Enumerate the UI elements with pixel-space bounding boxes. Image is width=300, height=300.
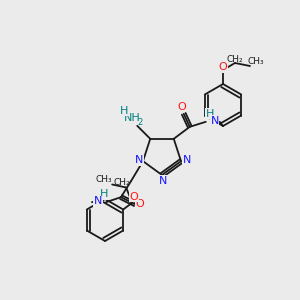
Text: CH₂: CH₂	[227, 55, 243, 64]
Text: N: N	[183, 155, 191, 165]
Text: H: H	[120, 106, 128, 116]
Text: N: N	[211, 116, 219, 126]
Text: CH₂: CH₂	[114, 178, 130, 187]
Text: CH₃: CH₃	[96, 175, 112, 184]
Text: 2: 2	[138, 118, 143, 127]
Text: O: O	[177, 102, 186, 112]
Text: O: O	[219, 62, 227, 72]
Text: H: H	[206, 109, 214, 119]
Text: O: O	[136, 199, 144, 209]
Text: N: N	[135, 155, 143, 165]
Text: O: O	[130, 191, 139, 202]
Text: H: H	[100, 189, 108, 199]
Text: CH₃: CH₃	[248, 58, 264, 67]
Text: NH: NH	[124, 113, 141, 123]
Text: N: N	[94, 196, 102, 206]
Text: N: N	[159, 176, 167, 186]
